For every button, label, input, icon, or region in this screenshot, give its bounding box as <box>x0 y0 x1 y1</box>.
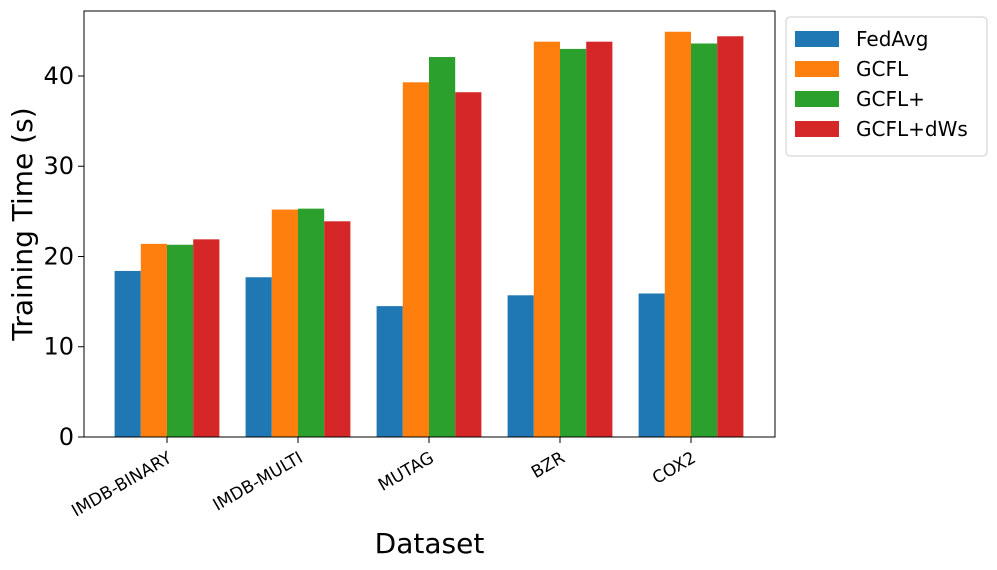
y-tick-label: 40 <box>43 62 74 90</box>
bar-gcfl--bzr <box>560 48 587 438</box>
legend-label: GCFL <box>856 57 909 81</box>
bar-gcfl-mutag <box>402 82 429 438</box>
legend: FedAvg GCFL GCFL+ GCFL+dWs <box>785 16 988 157</box>
x-tick-label: MUTAG <box>375 448 438 496</box>
legend-swatch <box>795 121 839 137</box>
y-axis-ticks: 0 10 20 30 40 <box>43 62 84 451</box>
legend-swatch <box>795 61 839 77</box>
bar-gcfl-imdb-binary <box>140 243 167 437</box>
legend-label: GCFL+ <box>856 87 925 111</box>
bar-gcfl-dws-imdb-binary <box>193 239 220 437</box>
bar-gcfl--cox2 <box>691 43 718 438</box>
bar-gcfl-bzr <box>533 41 560 438</box>
bar-fedavg-cox2 <box>638 293 665 437</box>
x-tick-label: COX2 <box>649 448 699 489</box>
bar-gcfl-imdb-multi <box>271 209 298 437</box>
bar-gcfl--mutag <box>429 57 456 437</box>
bar-fedavg-bzr <box>507 295 534 437</box>
x-axis-label: Dataset <box>375 527 485 560</box>
x-tick-label: IMDB-MULTI <box>210 448 307 515</box>
bar-fedavg-imdb-binary <box>114 270 141 437</box>
x-axis-ticks: IMDB-BINARY IMDB-MULTI MUTAG BZR COX2 <box>68 437 700 522</box>
legend-swatch <box>795 91 839 107</box>
y-tick-label: 0 <box>59 423 74 451</box>
bar-gcfl-dws-mutag <box>455 92 482 437</box>
bars-group <box>114 31 744 438</box>
x-tick-label: IMDB-BINARY <box>68 448 176 522</box>
bar-fedavg-imdb-multi <box>245 277 272 437</box>
bar-gcfl-cox2 <box>664 31 691 437</box>
bar-gcfl-dws-imdb-multi <box>324 221 351 437</box>
x-tick-label: BZR <box>528 448 569 483</box>
legend-swatch <box>795 31 839 47</box>
bar-fedavg-mutag <box>376 306 403 437</box>
y-tick-label: 20 <box>43 242 74 270</box>
y-tick-label: 10 <box>43 333 74 361</box>
y-tick-label: 30 <box>43 152 74 180</box>
plot-frame <box>83 10 776 438</box>
bar-gcfl--imdb-binary <box>167 244 194 437</box>
bar-gcfl-dws-cox2 <box>717 36 744 438</box>
legend-label: GCFL+dWs <box>856 117 968 141</box>
y-axis-label: Training Time (s) <box>6 107 39 341</box>
bar-gcfl-dws-bzr <box>586 41 613 438</box>
bar-gcfl--imdb-multi <box>298 208 325 437</box>
legend-label: FedAvg <box>856 27 928 51</box>
